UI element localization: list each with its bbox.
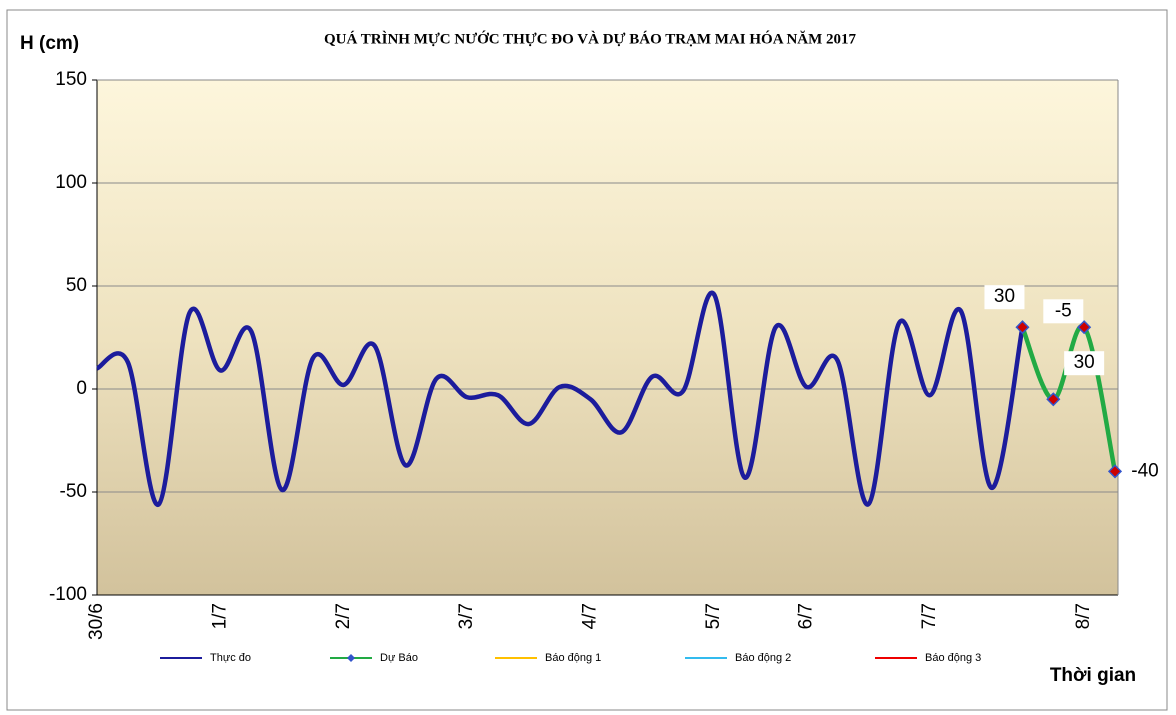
legend-label: Dự Báo: [380, 652, 418, 664]
x-tick-label: 5/7: [703, 603, 724, 629]
y-tick-label: -50: [60, 481, 87, 502]
y-axis-label: H (cm): [20, 33, 79, 54]
data-label-bg: [984, 285, 1025, 310]
data-label-bg: [1064, 351, 1105, 376]
data-label: 30: [994, 286, 1015, 307]
plot-area: [97, 80, 1118, 595]
legend-label: Báo động 2: [735, 652, 791, 664]
x-tick-label: 3/7: [456, 603, 477, 629]
x-axis-label: Thời gian: [1050, 665, 1136, 686]
x-tick-label: 4/7: [580, 603, 601, 629]
x-tick-label: 30/6: [86, 603, 107, 640]
marker: [1077, 320, 1092, 335]
x-tick-label: 8/7: [1073, 603, 1094, 629]
x-tick-label: 2/7: [333, 603, 354, 629]
marker: [1046, 392, 1061, 407]
y-tick-label: 0: [76, 378, 87, 399]
data-label: -40: [1131, 460, 1158, 481]
data-label: -5: [1055, 300, 1072, 321]
y-tick-label: -100: [49, 584, 87, 605]
marker: [1107, 464, 1123, 479]
y-tick-label: 100: [55, 172, 87, 193]
legend-marker: [347, 654, 355, 662]
y-tick-label: 150: [55, 69, 87, 90]
series-line: [1020, 323, 1118, 472]
x-tick-label: 6/7: [796, 603, 817, 629]
x-tick-label: 7/7: [919, 603, 940, 629]
legend-label: Báo động 1: [545, 652, 601, 664]
legend-label: Thực đo: [210, 652, 251, 664]
data-label-bg: [1125, 459, 1165, 484]
chart-title: QUÁ TRÌNH MỰC NƯỚC THỰC ĐO VÀ DỰ BÁO TRẠ…: [324, 30, 857, 47]
series-line: [95, 290, 1025, 507]
marker: [1015, 320, 1030, 335]
legend-label: Báo động 3: [925, 652, 981, 664]
x-tick-label: 1/7: [209, 603, 230, 629]
data-label-bg: [1043, 299, 1084, 324]
y-tick-label: 50: [66, 275, 87, 296]
data-label: 30: [1074, 352, 1095, 373]
